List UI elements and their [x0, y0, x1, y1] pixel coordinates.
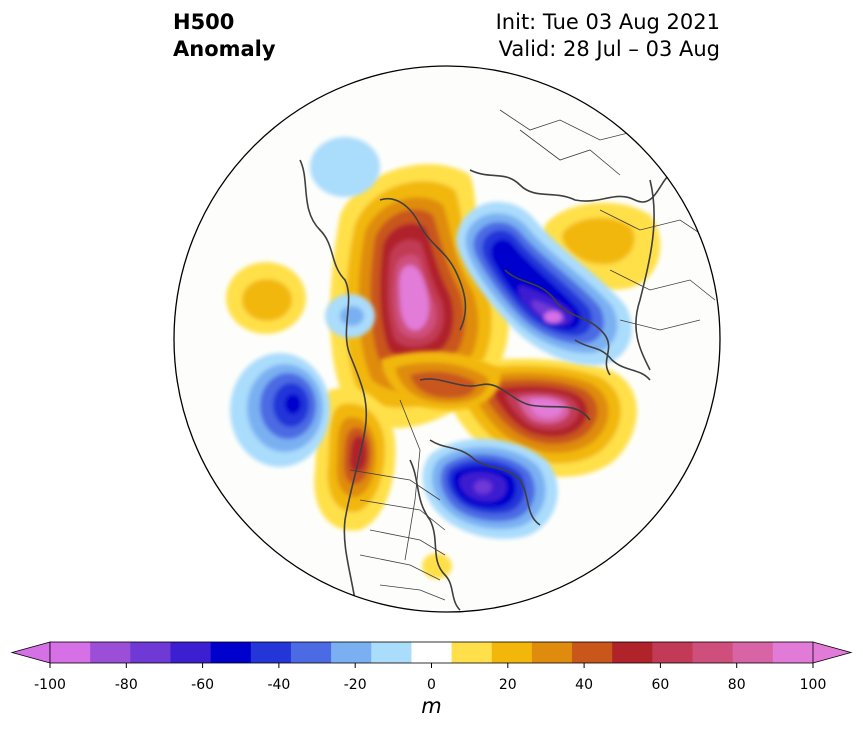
colorbar-tick-label: 80: [728, 677, 746, 693]
colorbar-segment: [652, 642, 694, 663]
colorbar-segment: [732, 642, 774, 663]
trough-small-centers: [310, 137, 380, 338]
colorbar-segment: [772, 642, 814, 663]
trough-gulf-of-alaska: [230, 353, 330, 467]
colorbar-segment: [371, 642, 412, 663]
ridge-north-pacific: [226, 262, 306, 334]
colorbar-segment: [90, 642, 131, 663]
country-borders: [349, 109, 716, 601]
colorbar-tick-label: 40: [575, 677, 593, 693]
trough-northeast-canada: [422, 438, 558, 539]
colorbar-segment: [531, 642, 573, 663]
coastlines: [299, 159, 671, 611]
colorbar-segment: [210, 642, 252, 663]
globe-outline: [173, 65, 721, 613]
colorbar-extend-low: [10, 641, 51, 664]
colorbar-tick-label: -60: [191, 677, 214, 693]
colorbar-segment: [572, 642, 613, 663]
anomaly-field: [174, 66, 720, 612]
colorbar-segment: [451, 642, 493, 663]
title-variable: H500: [173, 10, 235, 34]
colorbar-tick-label: -20: [344, 677, 367, 693]
colorbar-unit-label: m: [421, 694, 442, 718]
colorbar-tick-label: -100: [34, 677, 66, 693]
colorbar-tick-label: -80: [115, 677, 138, 693]
colorbar: -100 -80 -60 -40 -20 0 20 40 60 80 100: [10, 641, 853, 693]
date-block: Init: Tue 03 Aug 2021 Valid: 28 Jul – 03…: [496, 9, 720, 63]
colorbar-segment: [50, 642, 91, 663]
colorbar-extend-high: [812, 641, 853, 664]
colorbar-segment: [411, 642, 453, 663]
colorbar-segment: [170, 642, 212, 663]
colorbar-tick-label: 20: [499, 677, 517, 693]
colorbar-segment: [130, 642, 171, 663]
title-block: H500 Anomaly: [173, 9, 276, 63]
colorbar-segment: [250, 642, 292, 663]
colorbar-segment: [692, 642, 734, 663]
colorbar-segment: [331, 642, 372, 663]
colorbar-segment: [290, 642, 332, 663]
colorbar-tick-label: 60: [651, 677, 669, 693]
colorbar-segment: [612, 642, 653, 663]
colorbar-tick-label: 100: [800, 677, 827, 693]
colorbar-tick-label: -40: [267, 677, 290, 693]
colorbar-tick-label: 0: [427, 677, 436, 693]
title-field: Anomaly: [173, 37, 276, 61]
init-time: Init: Tue 03 Aug 2021: [495, 10, 720, 34]
colorbar-segment: [491, 642, 533, 663]
valid-range: Valid: 28 Jul – 03 Aug: [498, 37, 720, 61]
ridge-southeast-us: [422, 553, 452, 579]
